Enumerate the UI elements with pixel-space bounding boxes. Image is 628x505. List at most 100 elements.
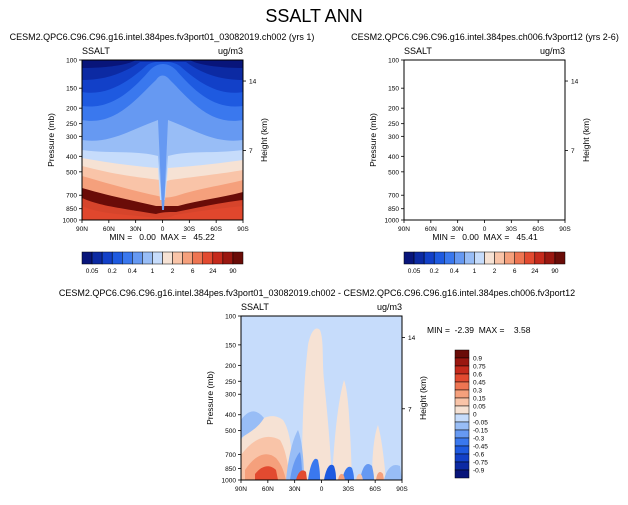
y-axis-title: Pressure (mb) <box>46 113 56 167</box>
y-tick-label: 500 <box>225 428 236 435</box>
colorbar-swatch <box>403 251 415 265</box>
colorbar-label: 0.4 <box>450 268 459 275</box>
y-right-tick-label: 7 <box>249 148 253 155</box>
y-tick-label: 200 <box>225 363 236 370</box>
colorbar-label: 0.05 <box>473 403 486 410</box>
colorbar-swatch <box>142 251 153 265</box>
y-tick-label: 400 <box>225 412 236 419</box>
panel-c-title: CESM2.QPC6.C96.C96.g16.intel.384pes.fv3p… <box>59 288 575 298</box>
x-tick-label: 30N <box>452 226 464 233</box>
colorbar-label: 24 <box>209 268 217 275</box>
colorbar-label: 90 <box>551 268 559 275</box>
x-tick-label: 30N <box>289 486 301 493</box>
colorbar-label: -0.6 <box>473 451 485 458</box>
colorbar-label: 0.05 <box>86 268 99 275</box>
panel-b-field <box>404 60 565 220</box>
colorbar-swatch <box>514 251 525 265</box>
y-tick-label: 200 <box>66 106 77 113</box>
y-tick-label: 500 <box>66 169 77 176</box>
y-tick-label: 700 <box>66 193 77 200</box>
colorbar-label: 1 <box>151 268 155 275</box>
y-right-tick-label: 14 <box>408 335 416 342</box>
colorbar-label: 0.2 <box>430 268 439 275</box>
panel-c-field <box>241 316 402 480</box>
colorbar-swatch <box>454 405 470 415</box>
colorbar-swatch <box>232 251 244 265</box>
colorbar-label: 0.05 <box>408 268 421 275</box>
panel-c-units: ug/m3 <box>377 302 402 312</box>
y-tick-label: 100 <box>225 314 236 321</box>
y-tick-label: 1000 <box>385 218 400 225</box>
colorbar-label: -0.05 <box>473 419 488 426</box>
colorbar-swatch <box>202 251 214 265</box>
colorbar-swatch <box>494 251 505 265</box>
panel-a: CESM2.QPC6.C96.C96.g16.intel.384pes.fv3p… <box>10 32 315 275</box>
colorbar-swatch <box>101 251 113 265</box>
figure-title: SSALT ANN <box>265 6 362 26</box>
colorbar-swatch <box>454 373 470 383</box>
y-tick-label: 150 <box>225 342 236 349</box>
x-tick-label: 0 <box>320 486 324 493</box>
panel-a-title: CESM2.QPC6.C96.C96.g16.intel.384pes.fv3p… <box>10 32 315 42</box>
colorbar-swatch <box>162 251 173 265</box>
x-tick-label: 30S <box>343 486 355 493</box>
colorbar-swatch <box>464 251 475 265</box>
colorbar-label: 2 <box>171 268 175 275</box>
y-right-tick-label: 14 <box>571 79 579 86</box>
colorbar-swatch <box>433 251 445 265</box>
colorbar-swatch <box>454 445 470 455</box>
colorbar-swatch <box>91 251 103 265</box>
colorbar-swatch <box>454 453 470 463</box>
colorbar-swatch <box>544 251 556 265</box>
colorbar-swatch <box>454 357 470 367</box>
panel-a-field <box>82 60 243 220</box>
y-tick-label: 300 <box>388 134 399 141</box>
x-tick-label: 60N <box>262 486 274 493</box>
colorbar-swatch <box>212 251 224 265</box>
colorbar-swatch <box>444 251 455 265</box>
colorbar-label: 0 <box>473 411 477 418</box>
panel-a-units: ug/m3 <box>218 46 243 56</box>
colorbar-label: -0.3 <box>473 435 485 442</box>
y-tick-label: 250 <box>66 121 77 128</box>
x-tick-label: 90S <box>396 486 408 493</box>
y-right-axis-title: Height (km) <box>259 118 269 162</box>
y-right-tick-label: 14 <box>249 79 257 86</box>
colorbar-label: 90 <box>229 268 237 275</box>
x-tick-label: 90N <box>76 226 88 233</box>
colorbar-swatch <box>454 469 470 479</box>
y-tick-label: 300 <box>225 392 236 399</box>
colorbar-swatch <box>132 251 143 265</box>
panel-b-variable: SSALT <box>404 46 432 56</box>
colorbar-label: 0.15 <box>473 395 486 402</box>
y-right-axis-title: Height (km) <box>581 118 591 162</box>
colorbar-label: 6 <box>513 268 517 275</box>
colorbar-swatch <box>423 251 435 265</box>
x-tick-label: 60S <box>210 226 222 233</box>
y-tick-label: 700 <box>225 452 236 459</box>
y-right-tick-label: 7 <box>571 148 575 155</box>
colorbar-swatch <box>172 251 183 265</box>
colorbar-swatch <box>81 251 93 265</box>
panel-b-colorbar: 0.05 0.2 0.4 1 2 6 24 90 <box>403 251 566 275</box>
colorbar-swatch <box>534 251 546 265</box>
colorbar-swatch <box>122 251 133 265</box>
colorbar-swatch <box>454 437 470 447</box>
colorbar-label: 0.6 <box>473 371 482 378</box>
panel-b-frame <box>403 59 566 221</box>
colorbar-swatch <box>454 413 470 423</box>
colorbar-swatch <box>413 251 425 265</box>
colorbar-swatch <box>182 251 193 265</box>
x-tick-label: 30N <box>130 226 142 233</box>
x-tick-label: 30S <box>506 226 518 233</box>
x-tick-label: 60S <box>532 226 544 233</box>
y-tick-label: 100 <box>66 58 77 65</box>
colorbar-swatch <box>474 251 485 265</box>
colorbar-label: -0.15 <box>473 427 488 434</box>
colorbar-swatch <box>554 251 566 265</box>
colorbar-label: 0.3 <box>473 387 482 394</box>
y-tick-label: 150 <box>388 86 399 93</box>
colorbar-swatch <box>504 251 515 265</box>
x-tick-label: 60N <box>103 226 115 233</box>
